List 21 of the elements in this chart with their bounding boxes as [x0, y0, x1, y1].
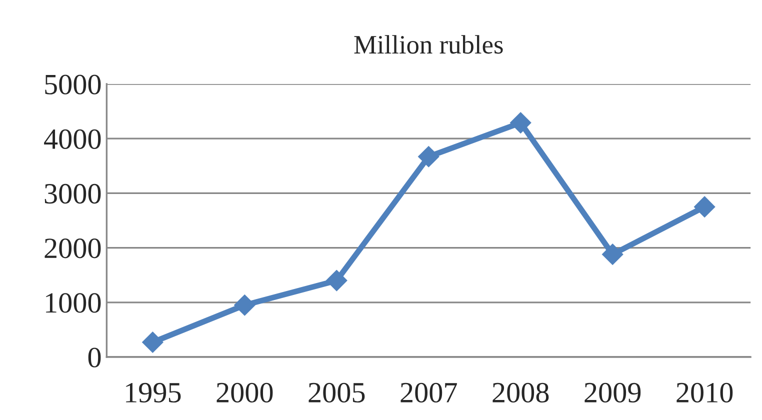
point — [602, 244, 624, 266]
x-tick-label: 2009 — [584, 382, 641, 403]
point — [510, 112, 532, 134]
y-tick-label: 0 — [88, 348, 101, 368]
y-tick-label: 5000 — [45, 74, 101, 94]
x-tick-label: 2010 — [676, 382, 733, 403]
chart-title: Million rubles — [354, 35, 503, 54]
y-tick-label: 3000 — [44, 184, 101, 204]
point — [418, 146, 440, 168]
y-tick-label: 4000 — [44, 129, 101, 150]
point — [694, 196, 716, 218]
x-tick-label: 2007 — [400, 382, 457, 403]
point — [142, 331, 164, 354]
x-tick-label: 1995 — [126, 382, 181, 403]
point — [326, 270, 348, 292]
y-tick-label: 1000 — [46, 293, 101, 313]
y-tick-label: 2000 — [44, 238, 101, 258]
x-tick-label: 2005 — [308, 382, 365, 403]
point — [234, 294, 256, 316]
x-tick-label: 2008 — [492, 382, 549, 403]
x-tick-label: 2000 — [216, 382, 273, 403]
